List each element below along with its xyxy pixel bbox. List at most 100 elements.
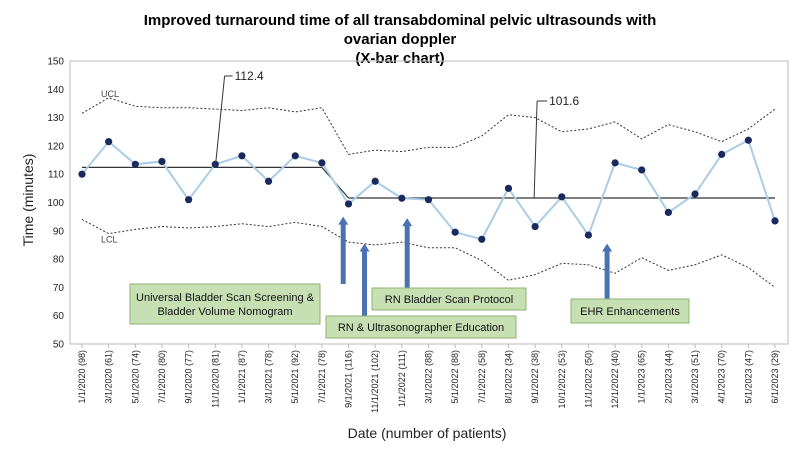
x-tick-label: 7/1/2020 (80) — [157, 350, 167, 404]
x-tick-label: 11/1/2020 (81) — [210, 350, 220, 408]
intervention-box — [371, 287, 527, 311]
y-tick-label: 90 — [53, 226, 65, 237]
intervention-arrow-shaft — [340, 222, 346, 284]
control-limits: UCL LCL — [81, 89, 776, 288]
y-tick-label: 60 — [53, 311, 65, 322]
x-tick-label: 1/1/2021 (87) — [237, 350, 247, 404]
x-tick-label: 5/1/2023 (47) — [743, 350, 753, 404]
data-point — [158, 157, 166, 166]
center-line-callouts: 112.4 101.6 — [214, 69, 579, 198]
y-tick-label: 150 — [47, 57, 64, 68]
intervention-arrow-head — [359, 243, 370, 252]
data-point — [371, 177, 379, 185]
x-tick-label: 9/1/2021 (116) — [344, 350, 354, 408]
x-tick-label: 7/1/2022 (58) — [477, 350, 487, 404]
data-point — [318, 159, 326, 167]
intervention-annotations: Universal Bladder Scan Screening & Bladde… — [129, 216, 690, 339]
callout-value-2: 101.6 — [549, 94, 579, 108]
x-tick-label: 3/1/2023 (51) — [690, 350, 700, 404]
y-tick-label: 80 — [53, 255, 65, 266]
data-point — [664, 208, 672, 217]
x-tick-label: 9/1/2020 (77) — [184, 350, 194, 404]
x-tick-label: 5/1/2020 (74) — [130, 350, 140, 404]
ucl-line — [81, 97, 776, 155]
lcl-line — [81, 219, 776, 288]
data-point — [718, 150, 726, 158]
x-tick-label: 9/1/2022 (38) — [530, 350, 540, 404]
x-tick-label: 11/1/2021 (102) — [370, 350, 380, 413]
data-point — [691, 190, 699, 198]
data-point — [771, 217, 779, 225]
data-point — [238, 152, 246, 160]
x-axis: 1/1/2020 (98) 3/1/2020 (61) 5/1/2020 (74) 7… — [77, 344, 780, 413]
data-point — [558, 193, 566, 201]
callout-leader-2 — [533, 100, 538, 198]
data-point — [131, 160, 139, 168]
mean-series-line — [81, 138, 776, 241]
data-point — [531, 222, 539, 231]
y-tick-label: 70 — [53, 283, 65, 294]
intervention-arrow-shaft — [404, 224, 410, 288]
lcl-label: LCL — [101, 235, 118, 245]
data-point — [424, 196, 433, 204]
data-point — [584, 231, 593, 239]
x-tick-label: 3/1/2021 (78) — [264, 350, 274, 404]
data-point — [105, 138, 113, 146]
x-tick-label: 3/1/2020 (61) — [104, 350, 114, 404]
data-point — [78, 170, 86, 178]
x-tick-label: 4/1/2023 (70) — [717, 350, 727, 404]
callout-value-1: 112.4 — [235, 69, 264, 83]
x-tick-label: 3/1/2022 (88) — [424, 350, 434, 404]
chart-title: Improved turnaround time of all transabd… — [144, 12, 657, 67]
intervention-arrow-head — [402, 218, 413, 227]
x-tick-label: 10/1/2022 (53) — [557, 350, 567, 409]
x-tick-label: 8/1/2022 (34) — [503, 350, 513, 404]
x-tick-label: 11/1/2022 (50) — [583, 350, 593, 408]
intervention-box — [325, 315, 517, 339]
y-tick-label: 130 — [47, 113, 64, 124]
y-axis-title: Time (minutes) — [20, 154, 36, 247]
chart-title-line-2: ovarian doppler — [344, 31, 457, 48]
x-tick-label: 5/1/2021 (92) — [290, 350, 300, 404]
y-tick-label: 120 — [47, 141, 64, 152]
intervention-arrow-shaft — [362, 249, 368, 316]
x-tick-label: 12/1/2022 (40) — [610, 350, 620, 409]
data-point — [185, 196, 193, 204]
x-axis-title: Date (number of patients) — [348, 425, 507, 441]
y-tick-label: 100 — [47, 198, 64, 209]
x-tick-label: 1/1/2020 (98) — [77, 350, 87, 404]
chart-title-line-3: (X-bar chart) — [355, 50, 444, 67]
data-point — [264, 177, 273, 185]
x-tick-label: 5/1/2022 (88) — [450, 350, 460, 404]
data-point — [504, 184, 513, 192]
chart-title-line-1: Improved turnaround time of all transabd… — [144, 12, 657, 29]
mean-series — [78, 136, 779, 243]
data-point — [744, 136, 752, 144]
data-point — [344, 200, 353, 208]
x-tick-label: 6/1/2023 (29) — [770, 350, 780, 404]
intervention-arrow-head — [602, 243, 613, 252]
data-point — [398, 194, 406, 202]
data-point — [291, 152, 299, 160]
data-point — [638, 166, 646, 174]
y-tick-label: 140 — [47, 85, 64, 96]
intervention-box — [129, 283, 321, 325]
y-tick-label: 50 — [53, 340, 65, 351]
y-axis: 50 60 70 80 90 100 110 120 130 140 150 — [47, 57, 64, 351]
y-tick-label: 110 — [48, 170, 64, 181]
plot-frame — [69, 60, 789, 345]
intervention-label: RN Bladder Scan Protocol — [385, 294, 513, 306]
ucl-label: UCL — [101, 89, 119, 99]
intervention-label: RN & Ultrasonographer Education — [338, 322, 504, 334]
x-tick-label: 1/1/2023 (65) — [637, 350, 647, 404]
intervention-label: EHR Enhancements — [580, 306, 680, 318]
intervention-label: Bladder Volume Nomogram — [157, 306, 292, 318]
data-point — [451, 228, 459, 236]
x-tick-label: 1/1/2022 (111) — [397, 350, 407, 407]
intervention-arrow-shaft — [604, 249, 610, 299]
center-lines — [82, 166, 775, 199]
x-tick-label: 7/1/2021 (78) — [317, 350, 327, 404]
callout-leader-1 — [214, 75, 226, 168]
x-tick-label: 2/1/2023 (44) — [663, 350, 673, 404]
